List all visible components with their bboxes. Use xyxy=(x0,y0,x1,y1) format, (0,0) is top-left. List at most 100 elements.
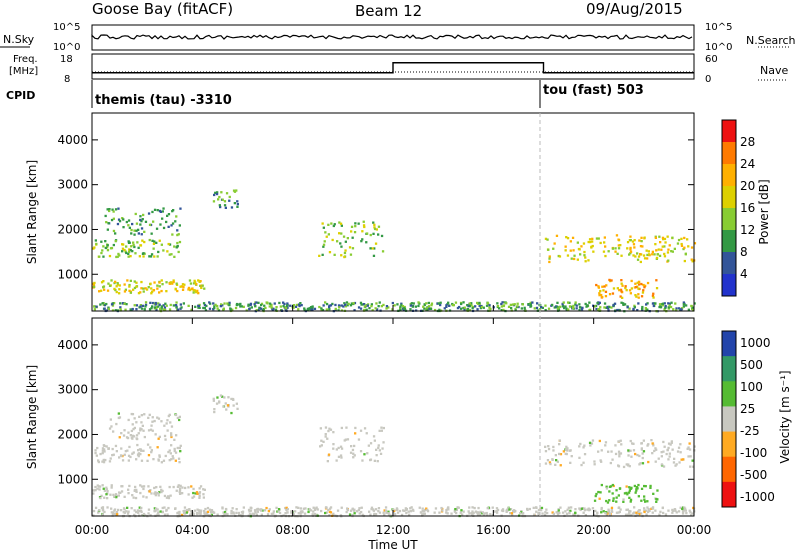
heatmap-cell xyxy=(396,303,399,306)
nave-label: Nave xyxy=(760,64,788,77)
heatmap-cell xyxy=(324,433,327,436)
heatmap-cell xyxy=(495,507,499,510)
heatmap-cell xyxy=(574,301,577,304)
heatmap-cell xyxy=(327,453,331,456)
heatmap-cell xyxy=(156,491,160,495)
heatmap-cell xyxy=(643,510,646,514)
heatmap-cell xyxy=(134,496,138,500)
heatmap-cell xyxy=(230,509,233,513)
heatmap-cell xyxy=(376,308,379,311)
heatmap-cell xyxy=(422,509,425,513)
heatmap-cell xyxy=(377,444,380,447)
heatmap-cell xyxy=(170,425,174,428)
heatmap-cell xyxy=(104,458,107,462)
heatmap-cell xyxy=(647,250,650,253)
heatmap-cell xyxy=(562,301,565,304)
heatmap-cell xyxy=(135,434,139,437)
heatmap-cell xyxy=(158,285,161,288)
heatmap-cell xyxy=(593,460,596,463)
heatmap-cell xyxy=(640,487,644,490)
heatmap-cell xyxy=(112,453,115,456)
heatmap-cell xyxy=(662,440,665,444)
heatmap-cell xyxy=(233,202,236,205)
heatmap-cell xyxy=(399,308,402,311)
nave-tick-bottom: 0 xyxy=(705,74,711,85)
heatmap-cell xyxy=(565,452,568,456)
heatmap-cell xyxy=(141,239,144,242)
heatmap-cell xyxy=(175,246,178,249)
heatmap-cell xyxy=(294,510,297,513)
heatmap-cell xyxy=(326,460,329,463)
heatmap-cell xyxy=(162,304,165,307)
heatmap-cell xyxy=(253,303,256,306)
heatmap-cell xyxy=(225,408,228,411)
heatmap-cell xyxy=(485,304,489,307)
heatmap-cell xyxy=(123,283,126,286)
heatmap-cell xyxy=(298,304,301,308)
heatmap-cell xyxy=(117,218,121,221)
heatmap-cell xyxy=(344,240,347,243)
heatmap-cell xyxy=(615,234,619,237)
heatmap-cell xyxy=(584,302,587,306)
heatmap-cell xyxy=(112,229,116,233)
heatmap-cell xyxy=(606,512,609,515)
heatmap-cell xyxy=(131,494,134,497)
heatmap-cell xyxy=(165,496,169,499)
heatmap-cell xyxy=(340,304,343,307)
heatmap-cell xyxy=(171,233,174,236)
heatmap-cell xyxy=(172,485,175,489)
heatmap-cell xyxy=(115,511,119,514)
heatmap-cell xyxy=(135,285,138,288)
heatmap-cell xyxy=(670,441,673,444)
heatmap-cell xyxy=(370,508,373,511)
heatmap-cell xyxy=(129,455,132,459)
heatmap-cell xyxy=(113,508,117,511)
heatmap-cell xyxy=(116,255,119,258)
heatmap-cell xyxy=(232,511,235,514)
heatmap-cell xyxy=(212,510,215,514)
colorbar-tick-label: 25 xyxy=(740,402,755,416)
heatmap-cell xyxy=(661,302,665,305)
heatmap-cell xyxy=(685,512,688,515)
heatmap-cell xyxy=(168,253,171,256)
heatmap-cell xyxy=(123,290,127,293)
heatmap-cell xyxy=(204,513,207,516)
heatmap-cell xyxy=(101,460,104,463)
heatmap-cell xyxy=(328,308,331,311)
heatmap-cell xyxy=(405,508,408,512)
heatmap-cell xyxy=(346,508,349,512)
heatmap-cell xyxy=(604,441,608,444)
heatmap-cell xyxy=(651,507,654,510)
heatmap-cell xyxy=(153,255,156,258)
heatmap-cell xyxy=(103,496,106,499)
heatmap-cell xyxy=(639,245,643,248)
heatmap-cell xyxy=(570,455,573,458)
heatmap-cell xyxy=(655,249,658,252)
heatmap-cell xyxy=(160,488,163,491)
heatmap-cell xyxy=(135,510,138,514)
heatmap-cell xyxy=(417,304,420,308)
heatmap-cell xyxy=(142,290,145,293)
heatmap-cell xyxy=(620,301,623,304)
heatmap-cell xyxy=(150,424,153,427)
heatmap-cell xyxy=(419,511,423,514)
heatmap-cell xyxy=(137,511,140,514)
heatmap-cell xyxy=(427,305,431,308)
heatmap-cell xyxy=(600,460,603,463)
heatmap-cell xyxy=(260,509,263,512)
heatmap-cell xyxy=(645,249,648,252)
heatmap-cell xyxy=(129,249,132,252)
heatmap-cell xyxy=(119,309,122,312)
heatmap-cell xyxy=(521,303,524,306)
heatmap-cell xyxy=(579,253,582,256)
heatmap-cell xyxy=(142,252,145,255)
heatmap-cell xyxy=(218,195,221,199)
heatmap-cell xyxy=(100,494,103,497)
heatmap-cell xyxy=(554,463,557,466)
colorbar-tick-label: 16 xyxy=(740,201,755,215)
heatmap-cell xyxy=(558,255,562,258)
heatmap-cell xyxy=(514,309,517,312)
heatmap-cell xyxy=(158,239,161,242)
heatmap-cell xyxy=(140,459,144,462)
heatmap-cell xyxy=(212,397,215,400)
